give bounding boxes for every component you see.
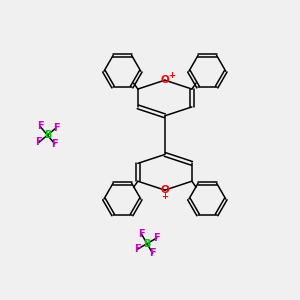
Text: +: + bbox=[161, 192, 168, 201]
Text: F: F bbox=[53, 123, 59, 133]
Text: F: F bbox=[35, 137, 42, 147]
Text: B: B bbox=[44, 130, 51, 140]
Text: F: F bbox=[154, 233, 160, 243]
Text: F: F bbox=[138, 229, 145, 239]
Text: B: B bbox=[143, 238, 151, 249]
Text: O: O bbox=[160, 75, 169, 85]
Text: F: F bbox=[37, 122, 44, 131]
Text: F: F bbox=[51, 139, 58, 149]
Text: O: O bbox=[160, 185, 169, 195]
Text: F: F bbox=[134, 244, 141, 254]
Text: F: F bbox=[149, 248, 156, 258]
Text: +: + bbox=[168, 71, 175, 80]
